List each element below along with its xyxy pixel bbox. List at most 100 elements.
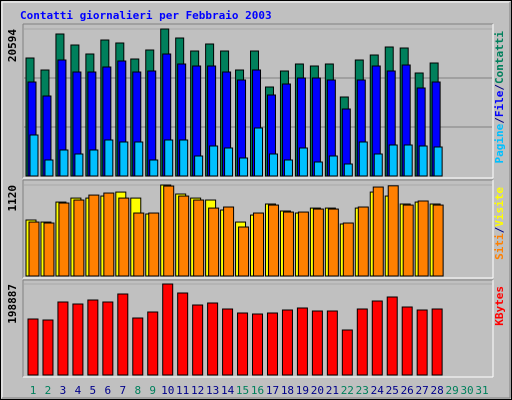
- x-tick-label: 7: [119, 384, 126, 397]
- bar: [327, 208, 339, 277]
- bar: [177, 292, 189, 376]
- x-tick-label: 15: [236, 384, 249, 397]
- bar: [73, 199, 85, 277]
- legend-label: Contatti: [493, 31, 506, 84]
- bar: [432, 204, 444, 277]
- bar: [268, 153, 278, 177]
- x-tick-label: 25: [386, 384, 399, 397]
- bar: [209, 145, 219, 177]
- x-tick-label: 23: [356, 384, 369, 397]
- bar: [356, 308, 368, 376]
- bar: [417, 200, 429, 277]
- y-tick-label: 1120: [6, 185, 19, 212]
- bar: [239, 157, 249, 177]
- bar: [254, 127, 264, 177]
- legend: Pagine/File/Contatti: [493, 31, 506, 164]
- bar: [222, 308, 234, 376]
- bar: [373, 153, 383, 177]
- x-tick-label: 13: [206, 384, 219, 397]
- bar: [298, 147, 308, 177]
- bar: [119, 141, 129, 177]
- bar: [163, 185, 175, 277]
- bar: [59, 149, 69, 177]
- bar: [312, 208, 324, 277]
- bar: [89, 149, 99, 177]
- bar: [266, 312, 278, 376]
- bar: [27, 318, 39, 376]
- legend-separator: /: [493, 226, 506, 233]
- bar: [387, 185, 399, 277]
- bar: [341, 329, 353, 376]
- bar: [58, 202, 70, 277]
- x-tick-label: 12: [191, 384, 204, 397]
- bar: [208, 207, 220, 277]
- bar: [416, 309, 428, 376]
- bar: [88, 194, 100, 277]
- legend-separator: /: [493, 117, 506, 124]
- x-tick-label: 14: [221, 384, 235, 397]
- bar: [194, 155, 204, 177]
- bar: [44, 159, 54, 177]
- x-tick-label: 8: [134, 384, 141, 397]
- x-tick-label: 6: [105, 384, 112, 397]
- bar: [281, 309, 293, 376]
- x-tick-label: 5: [90, 384, 97, 397]
- x-tick-label: 19: [296, 384, 309, 397]
- x-tick-label: 24: [371, 384, 385, 397]
- bar: [237, 312, 249, 376]
- legend-separator: /: [493, 84, 506, 91]
- bar: [252, 313, 264, 376]
- bar: [431, 308, 443, 376]
- bar: [43, 222, 55, 277]
- x-tick-label: 28: [431, 384, 444, 397]
- bar: [117, 293, 129, 376]
- bar: [178, 195, 190, 277]
- bar: [326, 310, 338, 376]
- bar: [403, 144, 413, 177]
- bar: [74, 153, 84, 177]
- bar: [118, 197, 130, 277]
- bar: [223, 206, 235, 277]
- bar: [401, 306, 413, 376]
- bar: [148, 212, 160, 277]
- bar: [162, 283, 174, 376]
- x-tick-label: 21: [326, 384, 339, 397]
- bar: [296, 307, 308, 376]
- bar: [328, 155, 338, 177]
- bar: [313, 161, 323, 177]
- x-tick-label: 27: [416, 384, 429, 397]
- bar: [193, 199, 205, 277]
- bar: [311, 77, 321, 177]
- bar: [358, 141, 368, 177]
- bar: [102, 301, 114, 376]
- bar: [388, 144, 398, 177]
- bar: [133, 212, 145, 277]
- x-tick-label: 20: [311, 384, 324, 397]
- legend-label: Pagine: [493, 123, 506, 163]
- bar: [343, 163, 353, 177]
- legend-label: Siti: [493, 233, 506, 260]
- x-tick-label: 9: [149, 384, 156, 397]
- bar: [253, 212, 265, 277]
- x-tick-label: 31: [475, 384, 488, 397]
- bar: [267, 204, 279, 277]
- bar: [134, 141, 144, 177]
- bar: [311, 310, 323, 376]
- legend: Siti/Visite: [493, 187, 506, 260]
- y-tick-label: 20594: [6, 29, 19, 62]
- x-tick-label: 22: [341, 384, 354, 397]
- bar: [57, 301, 69, 376]
- x-tick-label: 29: [445, 384, 458, 397]
- bar: [164, 139, 174, 177]
- bar: [207, 302, 219, 376]
- x-tick-label: 3: [60, 384, 67, 397]
- bar: [433, 146, 443, 177]
- legend-label: File: [493, 90, 506, 117]
- bar: [283, 159, 293, 177]
- bar: [87, 299, 99, 376]
- bar: [371, 300, 383, 376]
- bar: [342, 222, 354, 277]
- x-tick-label: 17: [266, 384, 279, 397]
- legend-label: KBytes: [493, 286, 506, 326]
- bar: [418, 145, 428, 177]
